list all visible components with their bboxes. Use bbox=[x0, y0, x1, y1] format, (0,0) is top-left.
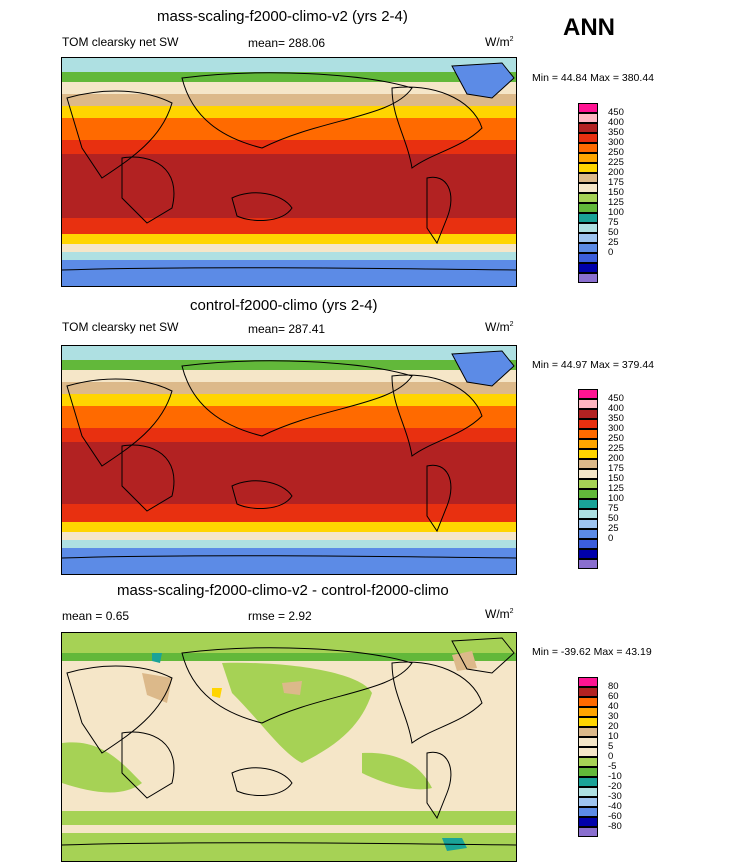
colorbar-label: 0 bbox=[608, 533, 614, 544]
colorbar-label: 20 bbox=[608, 721, 619, 732]
colorbar-label: 200 bbox=[608, 167, 624, 178]
colorbar-label: 0 bbox=[608, 751, 614, 762]
colorbar-label: 450 bbox=[608, 393, 624, 404]
colorbar-label: 40 bbox=[608, 701, 619, 712]
colorbar-label: 250 bbox=[608, 147, 624, 158]
panel-1-map bbox=[61, 57, 517, 287]
colorbar-label: 100 bbox=[608, 493, 624, 504]
colorbar-label: 25 bbox=[608, 523, 619, 534]
colorbar-label: 125 bbox=[608, 483, 624, 494]
colorbar-label: -40 bbox=[608, 801, 622, 812]
colorbar-label: 75 bbox=[608, 217, 619, 228]
panel-2-minmax: Min = 44.97 Max = 379.44 bbox=[532, 359, 654, 371]
panel-2-title: control-f2000-climo (yrs 2-4) bbox=[190, 297, 378, 314]
colorbar-label: -60 bbox=[608, 811, 622, 822]
season-label: ANN bbox=[563, 14, 615, 41]
panel-2-map bbox=[61, 345, 517, 575]
colorbar-label: 75 bbox=[608, 503, 619, 514]
colorbar-label: 350 bbox=[608, 413, 624, 424]
colorbar-label: 225 bbox=[608, 157, 624, 168]
panel-3-map-field bbox=[62, 633, 516, 861]
colorbar-label: 10 bbox=[608, 731, 619, 742]
colorbar-label: -5 bbox=[608, 761, 617, 772]
colorbar-label: 50 bbox=[608, 513, 619, 524]
panel-1-units: W/m2 bbox=[485, 35, 514, 49]
colorbar-label: 150 bbox=[608, 187, 624, 198]
colorbar-label: 5 bbox=[608, 741, 614, 752]
colorbar-label: 0 bbox=[608, 247, 614, 258]
panel-1-colorbar: 450 400 350 300 250 225 200 175 150 125 … bbox=[578, 103, 624, 283]
colorbar-label: -20 bbox=[608, 781, 622, 792]
colorbar-label: 450 bbox=[608, 107, 624, 118]
panel-2-mean: mean= 287.41 bbox=[248, 322, 326, 336]
colorbar-label: 200 bbox=[608, 453, 624, 464]
panel-3-minmax: Min = -39.62 Max = 43.19 bbox=[532, 646, 652, 658]
panel-1-minmax: Min = 44.84 Max = 380.44 bbox=[532, 72, 654, 84]
panel-1-title: mass-scaling-f2000-climo-v2 (yrs 2-4) bbox=[157, 8, 408, 25]
colorbar-label: -80 bbox=[608, 821, 622, 832]
panel-3-map bbox=[61, 632, 517, 862]
colorbar-label: 250 bbox=[608, 433, 624, 444]
panel-1-field-label: TOM clearsky net SW bbox=[62, 35, 179, 49]
panel-2-map-field bbox=[62, 346, 516, 574]
colorbar-label: -30 bbox=[608, 791, 622, 802]
colorbar-label: 100 bbox=[608, 207, 624, 218]
colorbar-label: 225 bbox=[608, 443, 624, 454]
colorbar-label: 300 bbox=[608, 137, 624, 148]
colorbar-label: 400 bbox=[608, 117, 624, 128]
panel-3-colorbar: 80 60 40 30 20 10 5 0 -5 -10 -20 -30 -40… bbox=[578, 677, 622, 837]
colorbar-label: 350 bbox=[608, 127, 624, 138]
colorbar-label: 25 bbox=[608, 237, 619, 248]
colorbar-label: 175 bbox=[608, 463, 624, 474]
panel-1-mean: mean= 288.06 bbox=[248, 36, 326, 50]
colorbar-label: 400 bbox=[608, 403, 624, 414]
colorbar-label: -10 bbox=[608, 771, 622, 782]
panel-3-title: mass-scaling-f2000-climo-v2 - control-f2… bbox=[117, 582, 449, 599]
colorbar-label: 80 bbox=[608, 681, 619, 692]
panel-2-units: W/m2 bbox=[485, 320, 514, 334]
colorbar-label: 60 bbox=[608, 691, 619, 702]
colorbar-label: 300 bbox=[608, 423, 624, 434]
panel-3-rmse: rmse = 2.92 bbox=[248, 609, 312, 623]
panel-3-mean: mean = 0.65 bbox=[62, 609, 130, 623]
colorbar-label: 150 bbox=[608, 473, 624, 484]
colorbar-label: 30 bbox=[608, 711, 619, 722]
panel-2-field-label: TOM clearsky net SW bbox=[62, 320, 179, 334]
colorbar-label: 175 bbox=[608, 177, 624, 188]
colorbar-label: 50 bbox=[608, 227, 619, 238]
panel-3-units: W/m2 bbox=[485, 607, 514, 621]
panel-2-colorbar: 450 400 350 300 250 225 200 175 150 125 … bbox=[578, 389, 624, 569]
panel-1-map-field bbox=[62, 58, 516, 286]
colorbar-label: 125 bbox=[608, 197, 624, 208]
